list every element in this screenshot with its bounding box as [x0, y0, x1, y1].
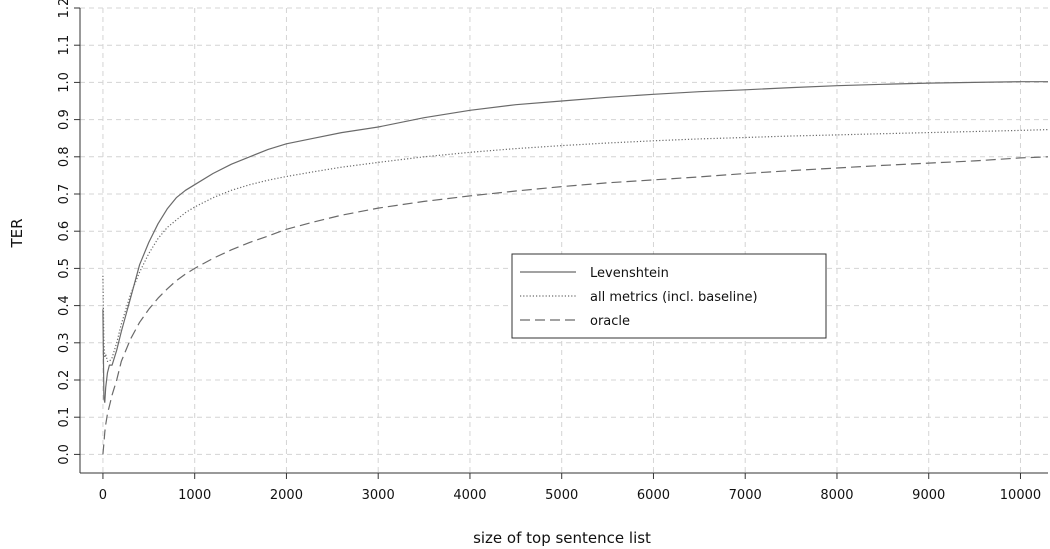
series-lines	[102, 81, 1049, 455]
y-tick-label: 0.0	[57, 444, 72, 465]
x-tick-label: 5000	[545, 488, 578, 503]
y-tick-label: 0.4	[57, 295, 72, 316]
series-line-1	[102, 129, 1049, 362]
y-tick-label: 0.9	[57, 109, 72, 130]
y-tick-label: 0.8	[57, 146, 72, 167]
grid-lines	[80, 7, 1048, 473]
x-axis-title: size of top sentence list	[473, 529, 651, 547]
x-tick-label: 9000	[912, 488, 945, 503]
y-tick-label: 0.6	[57, 221, 72, 242]
x-axis-ticks: 0 1000 2000 3000 4000 5000 6000 7000 8000 9000 100…	[99, 473, 1041, 503]
axes	[79, 8, 1048, 474]
x-tick-label: 8000	[820, 488, 853, 503]
x-tick-label: 0	[99, 488, 107, 503]
y-tick-label: 0.7	[57, 184, 72, 205]
y-tick-label: 1.2	[57, 0, 72, 18]
legend-label-levenshtein: Levenshtein	[590, 266, 669, 281]
y-axis-title: TER	[8, 218, 26, 248]
y-tick-label: 1.0	[57, 72, 72, 93]
x-tick-label: 2000	[270, 488, 303, 503]
series-line-0	[102, 81, 1048, 403]
x-tick-label: 6000	[637, 488, 670, 503]
series-line-2	[102, 156, 1049, 455]
legend-box	[511, 253, 827, 339]
x-tick-label: 10000	[1000, 488, 1041, 503]
x-tick-label: 1000	[178, 488, 211, 503]
legend-label-all-metrics: all metrics (incl. baseline)	[590, 290, 758, 305]
legend-label-oracle: oracle	[590, 314, 630, 329]
legend: Levenshtein all metrics (incl. baseline)…	[511, 253, 827, 339]
x-tick-label: 4000	[453, 488, 486, 503]
y-axis-ticks: 0.0 0.1 0.2 0.3 0.4 0.5 0.6 0.7 0.8 0.9 1.0 1.1 1.2	[57, 0, 80, 465]
y-tick-label: 0.5	[57, 258, 72, 279]
y-tick-label: 0.3	[57, 332, 72, 353]
y-tick-label: 0.2	[57, 370, 72, 391]
x-tick-label: 3000	[362, 488, 395, 503]
y-tick-label: 0.1	[57, 407, 72, 428]
x-tick-label: 7000	[729, 488, 762, 503]
y-tick-label: 1.1	[57, 35, 72, 56]
